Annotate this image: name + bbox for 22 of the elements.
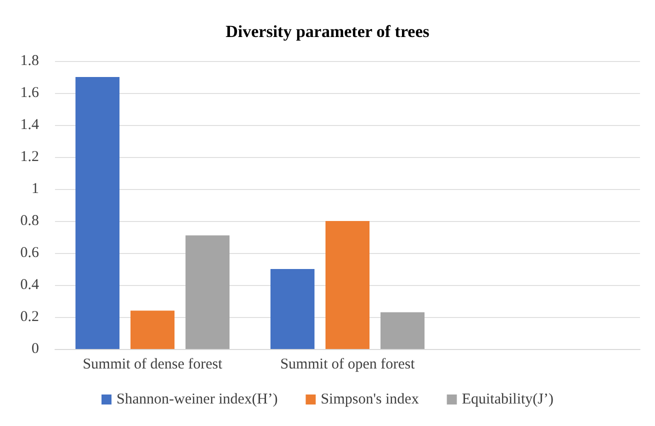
y-tick-label: 0.2 [20,309,39,325]
y-tick-label: 1.2 [20,149,39,165]
x-tick-label: Summit of open forest [280,356,416,372]
chart-title: Diversity parameter of trees [226,22,430,41]
bar [380,312,425,349]
y-tick-label: 1 [32,181,39,197]
y-tick-label: 0.4 [20,277,40,293]
y-tick-label: 1.8 [20,53,39,69]
bar [75,77,120,349]
y-tick-label: 1.6 [20,85,40,101]
legend-label: Simpson's index [320,392,420,408]
x-tick-label: Summit of dense forest [82,356,224,372]
y-tick-label: 0.8 [20,213,39,229]
bar [270,269,314,349]
legend-label: Shannon-weiner index(H’) [116,392,278,408]
y-tick-label: 0 [32,341,39,357]
y-tick-label: 0.6 [20,245,40,261]
bar [325,221,370,349]
bar [186,235,230,349]
legend-label: Equitability(J’) [462,392,554,408]
bar [130,310,175,349]
y-tick-label: 1.4 [20,117,40,133]
